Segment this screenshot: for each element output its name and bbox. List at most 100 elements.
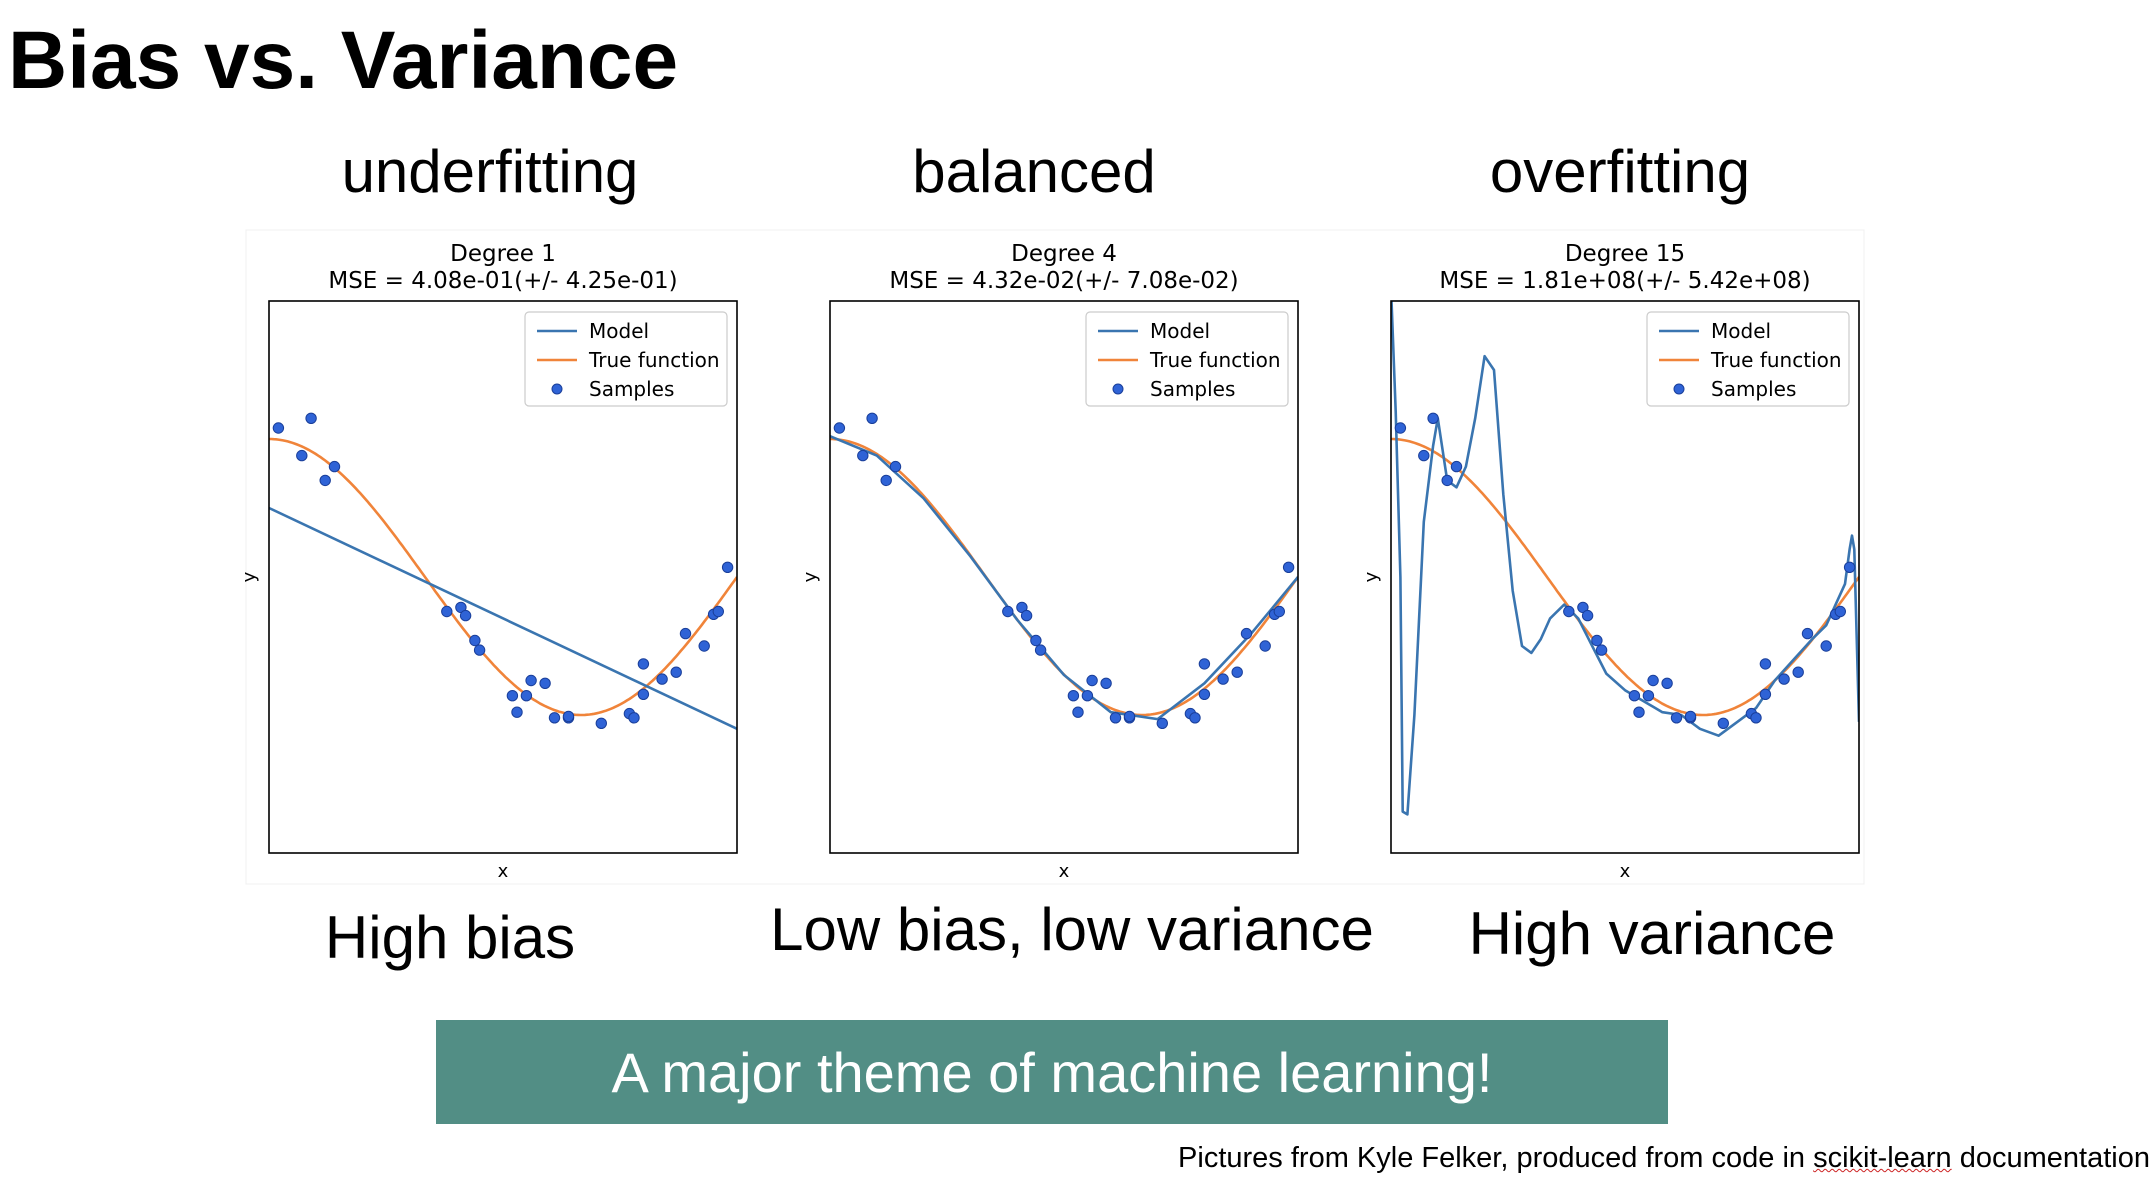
sample-point — [1282, 561, 1295, 573]
sample-point — [712, 605, 724, 618]
sample-point — [473, 644, 486, 656]
legend-model-label: Model — [1711, 319, 1771, 343]
sample-point — [469, 634, 481, 647]
sample-point — [1750, 712, 1762, 724]
caption-high-bias: High bias — [324, 904, 576, 971]
sample-point — [637, 688, 650, 700]
model-line — [830, 434, 1298, 721]
legend-true-function-label: True function — [588, 348, 720, 372]
figure-background — [245, 229, 1865, 885]
legend: Model True function Samples — [524, 311, 728, 407]
legend-samples-label: Samples — [1711, 377, 1796, 401]
y-axis-label: y — [239, 571, 260, 582]
sample-point — [1100, 677, 1112, 689]
legend-box — [1646, 311, 1850, 407]
axes-frame — [268, 300, 738, 854]
legend-true-function-label: True function — [1149, 348, 1281, 372]
legend-samples-swatch — [551, 383, 563, 395]
sample-point — [441, 605, 453, 618]
sample-point — [539, 677, 551, 689]
x-axis-label: x — [1620, 861, 1631, 882]
sample-point — [1717, 717, 1730, 729]
sample-point — [1030, 634, 1042, 647]
sample-point — [721, 561, 734, 573]
sample-point — [1595, 644, 1608, 656]
y-axis-label: y — [1361, 571, 1382, 582]
sample-point — [1581, 609, 1594, 622]
sample-point — [1067, 690, 1080, 702]
sample-point — [1450, 460, 1463, 473]
sample-point — [698, 640, 710, 652]
model-line — [1391, 301, 1859, 816]
legend-true-function-label: True function — [1710, 348, 1842, 372]
sample-point — [272, 422, 285, 434]
heading-overfitting: overfitting — [1489, 138, 1751, 205]
heading-underfitting: underfitting — [341, 138, 639, 205]
sample-point — [1801, 627, 1814, 640]
sample-point — [1633, 706, 1645, 718]
sample-point — [1020, 609, 1033, 622]
axes-frame — [829, 300, 1299, 854]
sample-point — [637, 658, 650, 670]
sample-point — [1109, 712, 1122, 724]
sample-point — [1156, 717, 1169, 729]
legend-model-label: Model — [589, 319, 649, 343]
sample-point — [520, 690, 533, 702]
sample-point — [1418, 449, 1430, 462]
sample-point — [1123, 710, 1136, 723]
chart-title: Degree 4 — [1011, 241, 1117, 267]
sample-point — [1217, 673, 1229, 685]
legend-samples-swatch — [1673, 383, 1685, 395]
sample-point — [562, 710, 575, 723]
slide-title: Bias vs. Variance — [8, 15, 679, 106]
sample-point — [670, 666, 682, 678]
legend-model-label: Model — [1150, 319, 1210, 343]
sample-point — [1086, 674, 1098, 687]
sample-point — [1198, 688, 1211, 700]
theme-banner: A major theme of machine learning! — [436, 1020, 1668, 1124]
sample-point — [889, 460, 902, 473]
legend-box — [1085, 311, 1289, 407]
sample-point — [628, 712, 640, 724]
chart-title: Degree 1 — [450, 241, 556, 267]
axes-frame — [1390, 300, 1860, 854]
chart-subtitle: MSE = 1.81e+08(+/- 5.42e+08) — [1439, 268, 1810, 294]
chart-subtitle: MSE = 4.08e-01(+/- 4.25e-01) — [328, 268, 677, 294]
sample-point — [1628, 690, 1641, 702]
caption-low-bias-low-variance: Low bias, low variance — [770, 896, 1374, 963]
sample-point — [833, 422, 846, 434]
sample-point — [656, 673, 668, 685]
sample-point — [1002, 605, 1014, 618]
sample-point — [459, 609, 472, 622]
plot-area — [830, 412, 1298, 729]
sample-point — [525, 674, 537, 687]
sample-point — [319, 474, 331, 487]
sample-point — [1778, 673, 1790, 685]
sample-point — [1259, 640, 1271, 652]
sample-point — [679, 627, 692, 640]
x-axis-label: x — [1059, 861, 1070, 882]
sample-point — [1820, 640, 1832, 652]
sample-point — [1670, 712, 1683, 724]
sample-point — [1591, 634, 1603, 647]
sample-point — [866, 412, 878, 424]
sample-point — [1684, 710, 1697, 723]
sample-point — [1198, 658, 1211, 670]
sample-point — [305, 412, 317, 424]
heading-balanced: balanced — [912, 138, 1156, 205]
sample-point — [506, 690, 519, 702]
sample-point — [595, 717, 607, 729]
legend-samples-swatch — [1112, 383, 1124, 395]
sample-point — [548, 712, 561, 724]
sample-point — [1427, 412, 1439, 424]
plot-area — [1391, 301, 1859, 816]
sample-point — [1843, 561, 1856, 573]
sample-point — [1661, 677, 1673, 689]
credit-link: scikit-learn — [1813, 1142, 1952, 1174]
sample-point — [1792, 666, 1804, 678]
sample-point — [296, 449, 308, 462]
legend: Model True function Samples — [1646, 311, 1850, 407]
sample-point — [1563, 605, 1575, 618]
